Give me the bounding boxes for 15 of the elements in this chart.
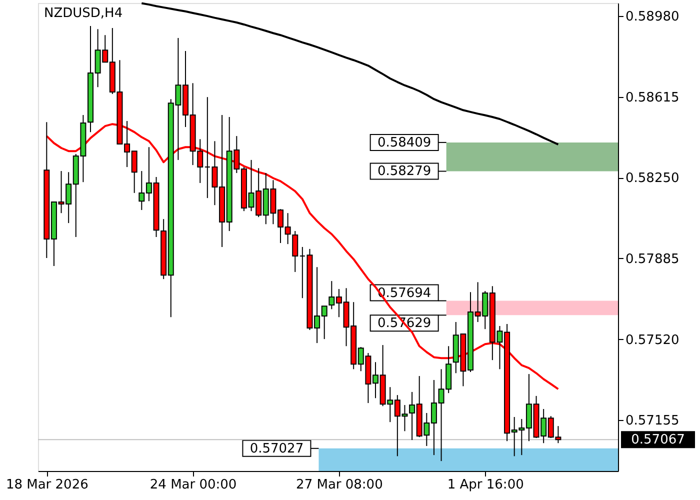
chart-title: NZDUSD,H4 <box>44 6 123 21</box>
x-tick-label: 24 Mar 00:00 <box>150 478 237 492</box>
ref-line-label: 0.57067 <box>631 432 685 448</box>
ref-line-label: 0.58409 <box>377 135 432 150</box>
ref-line-label: 0.57027 <box>250 441 304 456</box>
y-tick-label: 0.58250 <box>626 171 680 186</box>
y-tick-label: 0.57155 <box>626 414 680 429</box>
x-tick-label: 1 Apr 16:00 <box>447 478 524 492</box>
y-tick-label: 0.58980 <box>626 10 680 25</box>
y-tick-label: 0.57885 <box>626 252 680 267</box>
x-tick-label: 27 Mar 08:00 <box>296 478 383 492</box>
y-tick-label: 0.57520 <box>626 332 680 348</box>
y-tick-label: 0.58615 <box>626 90 680 106</box>
x-tick-label: 18 Mar 2026 <box>6 478 88 492</box>
ref-line-label: 0.58279 <box>377 164 432 180</box>
